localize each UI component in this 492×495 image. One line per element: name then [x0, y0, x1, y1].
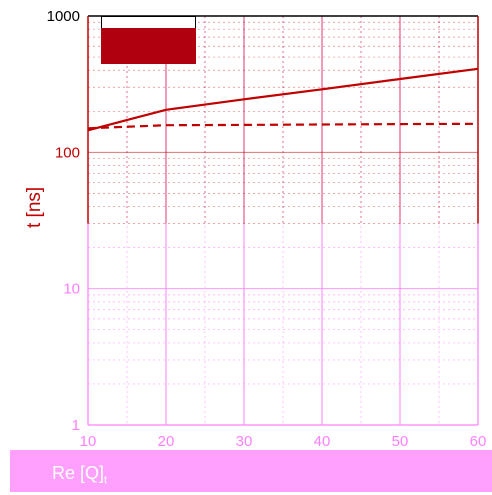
- y-tick-label: 100: [55, 144, 80, 161]
- x-tick-label: 30: [236, 433, 253, 450]
- x-tick-label: 50: [392, 433, 409, 450]
- axes: [87, 15, 479, 426]
- y-tick-label: 1: [72, 417, 80, 434]
- y-tick-label: 1000: [47, 8, 80, 25]
- x-axis-label-sub: t: [104, 474, 108, 487]
- x-axis-band: [10, 450, 492, 492]
- y-axis-label: t [ns]: [24, 186, 45, 228]
- x-tick-label: 60: [470, 433, 487, 450]
- series-line-2: [87, 122, 479, 130]
- x-tick-label: 10: [80, 433, 97, 450]
- series-layer: [87, 67, 479, 132]
- y-tick-label: 10: [63, 281, 80, 298]
- x-tick-label: 20: [158, 433, 175, 450]
- series-line-1: [87, 67, 479, 132]
- x-axis-label-main: Re [Q]: [52, 463, 105, 483]
- x-tick-label: 40: [314, 433, 331, 450]
- x-axis-label: Re [Q]t: [52, 463, 107, 487]
- legend-fill: [101, 28, 196, 64]
